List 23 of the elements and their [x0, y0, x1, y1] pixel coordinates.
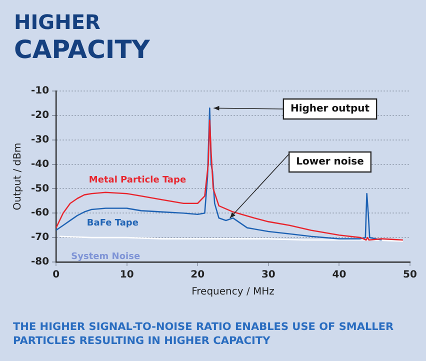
y-tick-label: -40 [30, 158, 50, 170]
x-tick-label: 0 [52, 270, 60, 281]
y-tick-label: -50 [30, 183, 50, 194]
y-tick-label: -60 [30, 208, 50, 219]
y-tick-label: -10 [30, 86, 50, 97]
y-tick-label: -20 [30, 110, 50, 122]
annotation: Lower noise [296, 156, 364, 168]
x-tick-label: 10 [120, 270, 134, 281]
annotation: Higher output [290, 104, 370, 115]
y-tick-label: -70 [30, 232, 50, 244]
x-tick-label: 50 [403, 270, 417, 281]
text: THE HIGHER SIGNAL-TO-NOISE RATIO ENABLES USE OF SMALLER PARTICLES RESULTING IN HIGHER CAPACITY [13, 320, 395, 348]
x-tick-label: 40 [332, 270, 346, 281]
y-axis-title: Output / dBm [12, 142, 24, 210]
x-tick-label: 20 [190, 270, 205, 281]
series-label: Metal Particle Tape [88, 175, 186, 186]
y-tick-label: -30 [30, 134, 50, 146]
y-tick-label: -80 [30, 256, 50, 268]
x-axis-title: Frequency / MHz [192, 286, 274, 298]
series-label: BaFe Tape [86, 218, 138, 229]
series-label: System Noise [71, 252, 140, 262]
chart-title: HIGHER CAPACITY [14, 9, 151, 64]
x-tick-label: 30 [261, 270, 276, 281]
